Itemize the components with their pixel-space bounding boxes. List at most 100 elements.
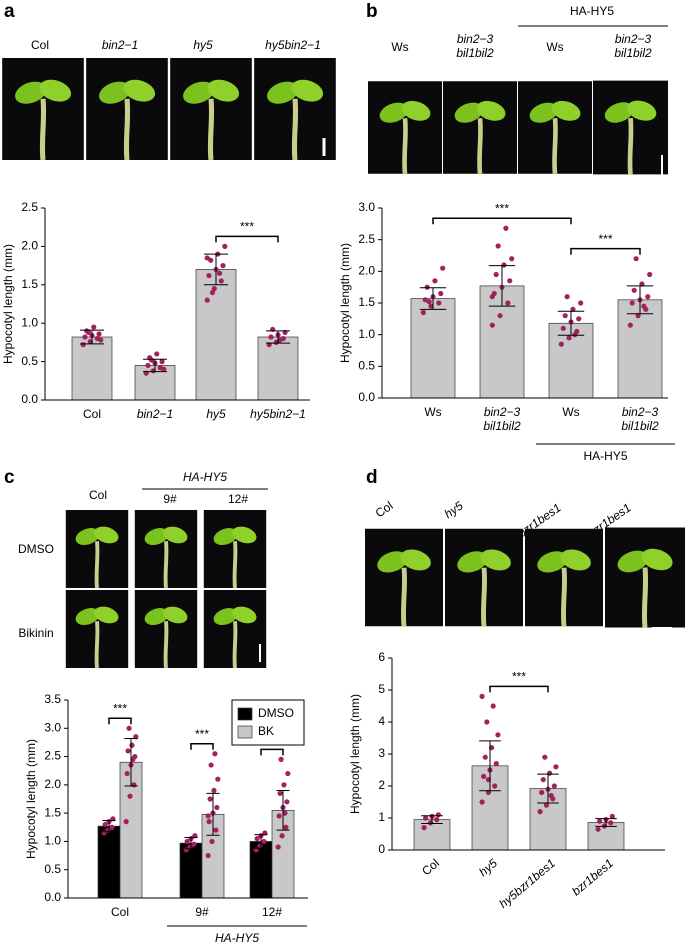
photo (86, 58, 168, 160)
y-tick-label: 0.5 (44, 862, 61, 876)
significance-bracket (190, 742, 214, 750)
data-point (489, 294, 495, 300)
data-point (434, 817, 440, 823)
y-tick-label: 0.0 (358, 390, 375, 404)
data-point (560, 325, 566, 331)
x-tick-label: 9# (195, 905, 209, 919)
data-point (420, 309, 426, 316)
data-point (558, 341, 564, 347)
y-tick-label: 0.5 (358, 359, 375, 373)
data-point (647, 271, 653, 278)
bar (97, 825, 121, 899)
y-tick-label: 0.5 (21, 354, 38, 368)
data-point (479, 693, 485, 700)
panel-label: b (366, 1, 378, 22)
data-point (282, 810, 288, 816)
photo-label: 9# (163, 492, 177, 506)
y-tick-label: 5 (378, 682, 385, 696)
data-point (570, 306, 576, 312)
data-point (645, 294, 651, 300)
data-point (209, 838, 215, 845)
significance-bracket (432, 217, 572, 225)
bar (249, 841, 273, 899)
data-point (479, 799, 485, 805)
data-point (631, 287, 637, 293)
photo-label: hy5bin2−1 (265, 38, 321, 52)
y-tick-label: 1.5 (358, 295, 375, 309)
significance-bracket (108, 717, 132, 725)
data-point (426, 299, 432, 305)
data-point (131, 782, 137, 788)
data-point (285, 770, 291, 777)
data-point (277, 790, 283, 796)
data-point (428, 303, 434, 309)
data-point (129, 742, 135, 748)
x-tick-label: bin2−3 bil1bil2 (621, 405, 659, 433)
data-point (212, 751, 218, 757)
data-point (633, 256, 639, 262)
data-point (281, 782, 287, 788)
data-point (576, 316, 582, 322)
photo-label: Ws (546, 40, 563, 54)
data-point (96, 331, 102, 337)
data-point (543, 802, 550, 808)
data-point (123, 819, 129, 825)
data-point (145, 362, 151, 369)
x-tick-label: bin2−3 bil1bil2 (483, 405, 521, 433)
data-point (435, 812, 441, 818)
y-tick-label: 2.0 (21, 239, 38, 253)
data-point (608, 820, 614, 826)
y-tick-label: 0.0 (44, 890, 61, 904)
data-point (537, 809, 543, 815)
data-point (423, 815, 429, 821)
bar (179, 842, 203, 899)
data-point (205, 813, 211, 819)
photo (525, 529, 603, 627)
photo-label: bin2−3 bil1bil2 (614, 32, 652, 60)
group-label: HA-HY5 (583, 449, 627, 463)
data-point (484, 719, 490, 725)
data-point (493, 271, 499, 278)
data-point (91, 324, 97, 330)
error-bar (421, 815, 443, 824)
data-point (206, 819, 212, 825)
data-point (572, 332, 578, 338)
data-point (85, 329, 92, 336)
photo-label: 12# (228, 492, 248, 506)
data-point (211, 787, 217, 794)
photo-header: HA-HY5 (183, 470, 227, 484)
bar (195, 269, 237, 401)
data-point (209, 289, 216, 296)
error-bar (479, 740, 501, 792)
photo-label: bin2−1 (102, 38, 138, 52)
y-axis-label: Hypocotyl length (mm) (348, 694, 362, 814)
y-tick-label: 1.0 (21, 315, 38, 329)
legend-label: DMSO (258, 706, 294, 720)
data-point (566, 335, 572, 341)
significance-label: *** (512, 670, 526, 684)
y-tick-label: 3.0 (358, 200, 375, 214)
y-tick-label: 1.0 (358, 327, 375, 341)
data-point (507, 278, 513, 284)
data-point (80, 342, 86, 348)
data-point (124, 770, 130, 777)
x-tick-label: bzr1bes1 (569, 856, 616, 898)
photo (66, 590, 128, 668)
x-tick-label: hy5bin2−1 (250, 407, 306, 421)
group-label: HA-HY5 (215, 931, 259, 942)
data-point (161, 366, 167, 372)
data-point (284, 799, 290, 805)
photo-label: Col (373, 499, 396, 521)
photo (204, 510, 266, 588)
data-point (595, 826, 601, 832)
legend-swatch (237, 725, 253, 739)
significance-label: *** (195, 727, 209, 741)
data-point (206, 272, 212, 279)
data-point (278, 756, 284, 763)
data-point (102, 821, 108, 828)
data-point (482, 754, 488, 760)
data-point (539, 789, 545, 796)
x-tick-label: hy5 (206, 407, 226, 421)
data-point (148, 357, 155, 363)
row-label: Bikinin (18, 626, 53, 640)
